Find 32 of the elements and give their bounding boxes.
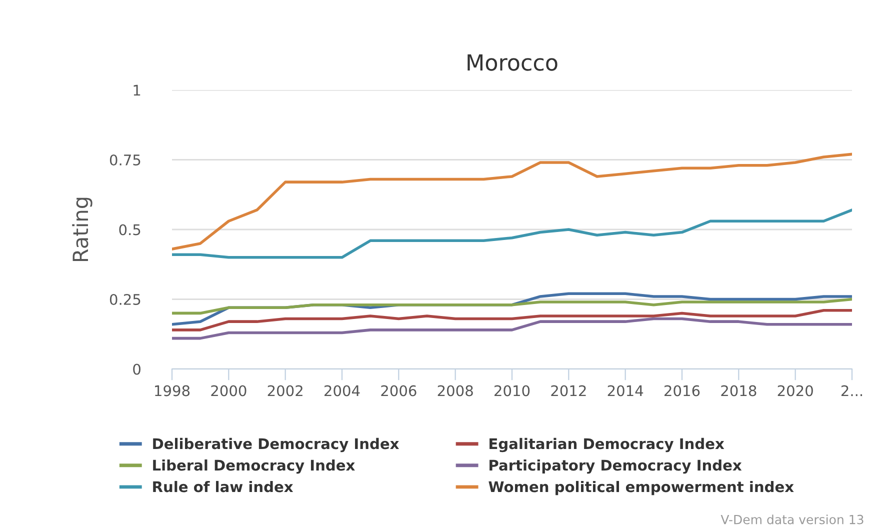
legend-label: Rule of law index <box>153 480 294 492</box>
y-tick-label: 0.75 <box>110 154 140 166</box>
y-tick-label: 0.25 <box>110 294 140 305</box>
line-series <box>172 317 852 340</box>
x-tick-label: 2020 <box>778 385 813 396</box>
x-tick-label: 2014 <box>608 385 644 396</box>
y-axis-title: Rating <box>72 198 92 262</box>
x-tick-label: 2018 <box>721 385 756 396</box>
x-tick-label: 2010 <box>494 385 530 396</box>
x-tick-label: 2008 <box>438 385 473 396</box>
x-tick-label: 1998 <box>155 385 190 396</box>
y-tick-label: 0.5 <box>119 224 140 236</box>
y-tick-label: 0 <box>133 364 140 375</box>
x-tick-label: 2004 <box>324 385 360 396</box>
legend-label: Egalitarian Democracy Index <box>490 438 724 452</box>
x-tick-label: 2000 <box>211 385 246 396</box>
x-tick-label: 2006 <box>381 385 416 396</box>
line-series <box>172 298 852 315</box>
y-tick-label: 1 <box>134 84 140 96</box>
line-series <box>172 208 852 259</box>
legend-label: Women political empowerment index <box>488 480 794 496</box>
chart-title: Morocco <box>468 54 558 71</box>
text: V-Dem data version 13 <box>720 514 864 524</box>
line-series <box>172 309 852 332</box>
legend-label: Participatory Democracy Index <box>490 459 742 474</box>
legend-label: Liberal Democracy Index <box>153 459 355 474</box>
line-series <box>172 152 852 250</box>
legend-label: Deliberative Democracy Index <box>153 438 400 452</box>
x-tick-label: 2... <box>841 385 862 396</box>
x-tick-label: 2012 <box>551 385 586 396</box>
x-tick-label: 2016 <box>664 385 700 396</box>
x-tick-label: 2002 <box>268 385 302 396</box>
